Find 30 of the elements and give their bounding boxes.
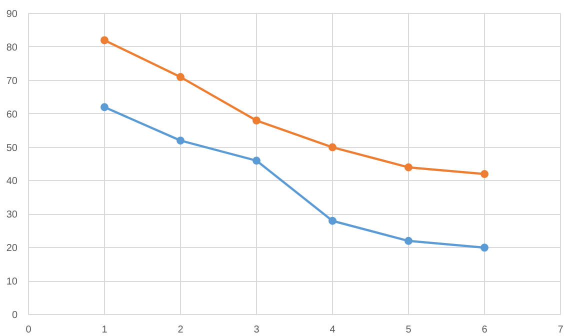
x-tick-label: 5 xyxy=(406,324,412,336)
point xyxy=(404,163,412,172)
y-tick-label: 90 xyxy=(6,9,18,20)
point xyxy=(252,116,260,125)
point xyxy=(328,216,336,225)
x-tick-label: 1 xyxy=(102,324,108,336)
x-tick-label: 7 xyxy=(558,324,564,336)
y-tick-label: 0 xyxy=(12,310,18,321)
x-tick-label: 2 xyxy=(178,324,184,336)
y-tick-label: 80 xyxy=(6,42,18,54)
point xyxy=(328,143,336,152)
point xyxy=(480,170,488,178)
x-tick-label: 3 xyxy=(254,324,260,336)
y-tick-label: 30 xyxy=(6,210,18,221)
point xyxy=(480,244,488,252)
point xyxy=(252,156,260,165)
x-tick-label: 6 xyxy=(482,324,488,336)
y-tick-label: 20 xyxy=(6,243,18,254)
y-tick-label: 60 xyxy=(6,109,18,120)
point xyxy=(176,73,184,82)
y-tick-label: 50 xyxy=(6,142,18,154)
point xyxy=(100,36,108,44)
y-tick-label: 70 xyxy=(6,76,18,87)
point xyxy=(404,236,412,245)
y-tick-label: 10 xyxy=(6,276,18,288)
x-tick-label: 4 xyxy=(330,324,336,336)
y-tick-label: 40 xyxy=(6,176,18,188)
x-tick-label: 0 xyxy=(26,324,32,336)
point xyxy=(100,103,108,112)
point xyxy=(176,136,184,145)
